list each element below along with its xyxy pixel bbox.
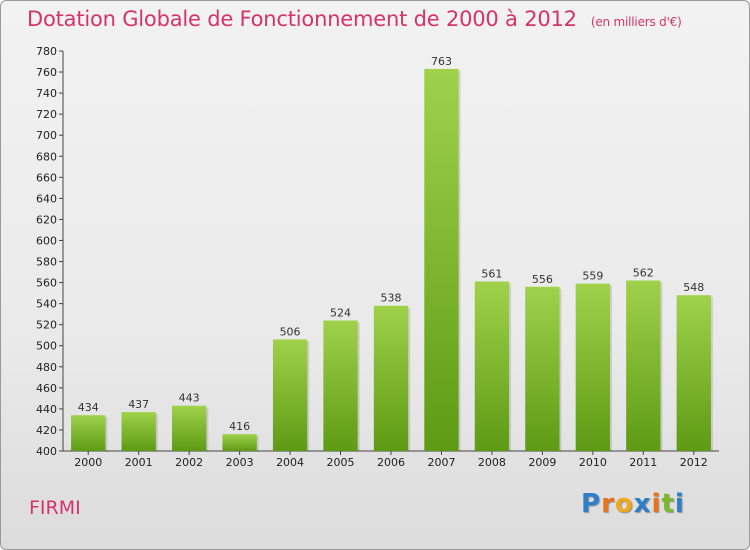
logo-letter: r [601,489,615,519]
x-tick-label: 2005 [327,456,355,469]
data-label: 434 [78,401,99,414]
y-tick-label: 560 [36,277,57,290]
y-tick-label: 700 [36,129,57,142]
chart-subtitle: (en milliers d'€) [590,15,682,29]
x-tick-label: 2009 [528,456,556,469]
x-tick-label: 2007 [427,456,455,469]
bar [525,286,560,451]
proxiti-logo: Proxiti [581,489,685,519]
y-tick-label: 520 [36,319,57,332]
logo-letter: P [581,489,602,519]
y-tick-label: 400 [36,445,57,458]
data-label: 556 [532,273,553,286]
x-tick-label: 2000 [74,456,102,469]
logo-letter: x [633,489,652,519]
x-tick-label: 2004 [276,456,304,469]
bar [121,412,156,451]
x-tick-label: 2003 [226,456,254,469]
y-tick-label: 660 [36,171,57,184]
y-tick-label: 780 [36,45,57,58]
y-tick-label: 640 [36,192,57,205]
y-tick-label: 460 [36,382,57,395]
data-label: 416 [229,420,250,433]
chart-title: Dotation Globale de Fonctionnement de 20… [27,7,682,31]
x-tick-label: 2010 [579,456,607,469]
logo-letter: i [674,489,685,519]
data-label: 562 [633,266,654,279]
place-name: FIRMI [29,497,81,519]
y-tick-label: 580 [36,256,57,269]
y-tick-label: 480 [36,361,57,374]
y-tick-label: 540 [36,298,57,311]
x-tick-label: 2012 [680,456,708,469]
y-tick-label: 420 [36,424,57,437]
logo-letter: t [661,489,675,519]
bar [373,305,409,451]
data-label: 548 [683,281,704,294]
bar [474,281,510,451]
bar [626,280,661,451]
logo-letter: i [651,489,662,519]
data-label: 443 [179,392,200,405]
y-tick-label: 440 [36,403,57,416]
logo-letter: o [614,489,634,519]
data-label: 763 [431,55,452,68]
bar [676,295,711,451]
data-label: 506 [280,325,301,338]
y-tick-label: 740 [36,87,57,100]
data-label: 538 [381,292,402,305]
x-tick-label: 2006 [377,456,405,469]
data-label: 437 [128,398,149,411]
data-label: 524 [330,306,351,319]
bar [575,283,611,451]
data-label: 559 [582,270,603,283]
y-tick-label: 680 [36,150,57,163]
bar [272,339,308,451]
y-tick-label: 760 [36,66,57,79]
title-text: Dotation Globale de Fonctionnement de 20… [27,7,577,31]
x-tick-label: 2002 [175,456,203,469]
bar [323,320,358,451]
y-tick-label: 500 [36,340,57,353]
y-tick-label: 720 [36,108,57,121]
y-tick-label: 620 [36,213,57,226]
bar [424,68,459,451]
data-label: 561 [481,268,502,281]
bar [222,434,257,451]
bar [171,405,207,451]
x-tick-label: 2008 [478,456,506,469]
x-tick-label: 2001 [125,456,153,469]
y-tick-label: 600 [36,234,57,247]
bar [71,415,106,451]
x-tick-label: 2011 [629,456,657,469]
